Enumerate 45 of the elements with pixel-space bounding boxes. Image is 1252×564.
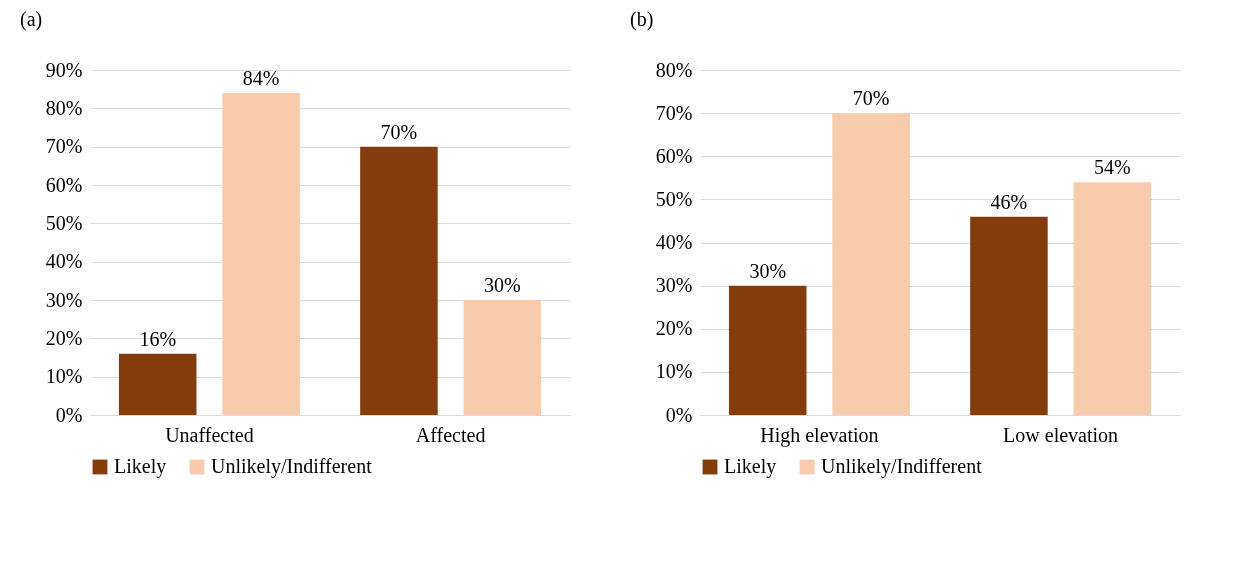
data-label: 16% [139, 327, 177, 350]
y-tick-label: 80% [655, 58, 693, 81]
y-tick-label: 60% [655, 144, 693, 167]
y-tick-label: 0% [55, 403, 83, 426]
bar [832, 113, 910, 415]
bar [222, 93, 300, 415]
y-tick-label: 80% [45, 96, 83, 119]
data-label: 54% [1093, 156, 1131, 179]
x-tick-label: Affected [415, 423, 486, 446]
y-tick-label: 0% [665, 403, 693, 426]
y-tick-label: 70% [655, 101, 693, 124]
x-tick-label: Low elevation [1003, 423, 1119, 446]
legend-label: Likely [724, 455, 777, 478]
y-tick-label: 20% [45, 326, 83, 349]
x-tick-label: Unaffected [165, 423, 254, 446]
bar [360, 146, 438, 415]
y-tick-label: 40% [655, 231, 693, 253]
legend-label: Unlikely/Indifferent [821, 455, 983, 478]
y-tick-label: 40% [45, 250, 83, 273]
x-tick-label: High elevation [760, 423, 879, 447]
chart-title: (b) [630, 8, 654, 31]
y-tick-label: 90% [45, 58, 83, 81]
y-tick-label: 60% [45, 173, 83, 196]
data-label: 70% [852, 87, 890, 110]
y-tick-label: 10% [45, 365, 83, 388]
y-tick-label: 30% [45, 288, 83, 311]
y-tick-label: 50% [655, 187, 693, 210]
bar [1073, 182, 1152, 415]
data-label: 30% [749, 259, 787, 282]
data-label: 70% [380, 120, 418, 143]
legend-label: Unlikely/Indifferent [211, 455, 373, 478]
y-tick-label: 20% [655, 317, 693, 340]
legend-label: Likely [114, 455, 167, 478]
bar [118, 353, 197, 415]
data-label: 30% [483, 274, 521, 296]
data-label: 84% [242, 67, 280, 89]
y-tick-label: 70% [45, 135, 83, 158]
bar [728, 285, 807, 415]
y-tick-label: 30% [655, 274, 693, 297]
data-label: 46% [990, 190, 1028, 213]
y-tick-label: 10% [655, 360, 693, 383]
y-tick-label: 50% [45, 211, 83, 234]
bar [970, 216, 1048, 415]
chart-title: (a) [20, 8, 43, 31]
bar [463, 300, 542, 415]
